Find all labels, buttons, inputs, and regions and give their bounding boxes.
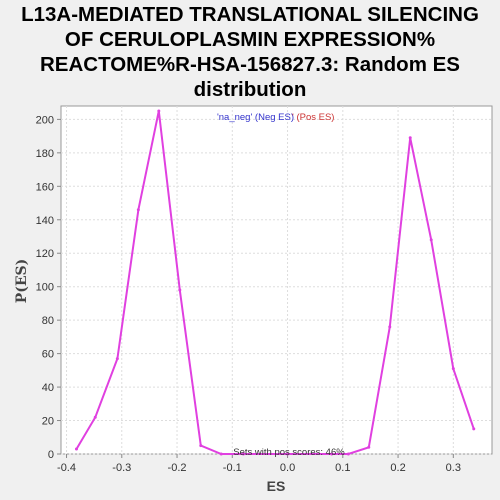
- data-point: [286, 452, 290, 456]
- y-axis-label: P(ES): [14, 259, 30, 304]
- data-point: [199, 444, 203, 448]
- data-point: [472, 427, 476, 431]
- data-point: [451, 367, 455, 371]
- data-point: [115, 357, 119, 361]
- data-point: [367, 445, 371, 449]
- x-tick-label: 0.1: [335, 462, 350, 474]
- data-point: [429, 238, 433, 242]
- x-axis-label: ES: [267, 478, 286, 494]
- series-points: [74, 109, 476, 456]
- y-tick-label: 80: [42, 315, 54, 327]
- legend-pos-label: ' (Pos ES): [292, 112, 334, 123]
- x-tick-label: -0.4: [57, 462, 76, 474]
- data-point: [408, 136, 412, 140]
- x-axis-ticks: -0.4 -0.3 -0.2 -0.1 0.0 0.1 0.2 0.3: [57, 454, 461, 474]
- y-tick-label: 200: [36, 114, 54, 126]
- x-tick-label: 0.3: [446, 462, 461, 474]
- plot-area: [60, 105, 493, 455]
- data-point: [346, 452, 350, 456]
- y-tick-label: 120: [36, 248, 54, 260]
- data-point: [219, 452, 223, 456]
- y-tick-label: 100: [36, 282, 54, 294]
- y-tick-label: 40: [42, 382, 54, 394]
- x-tick-label: 0.2: [390, 462, 405, 474]
- y-tick-label: 20: [42, 416, 54, 428]
- data-point: [74, 447, 78, 451]
- chart-title: L13A-MEDIATED TRANSLATIONAL SILENCING OF…: [21, 3, 479, 101]
- legend-neg-label: 'na_neg' (Neg ES): [217, 112, 294, 123]
- data-point: [178, 288, 182, 292]
- y-tick-label: 0: [48, 449, 54, 461]
- data-point: [136, 208, 140, 212]
- data-point: [330, 452, 334, 456]
- y-axis-ticks: 0 20 40 60 80 100 120 140 160 180 200: [36, 114, 61, 461]
- x-tick-label: -0.1: [223, 462, 242, 474]
- y-tick-label: 160: [36, 181, 54, 193]
- x-tick-label: 0.0: [280, 462, 295, 474]
- y-tick-label: 180: [36, 148, 54, 160]
- series-line: [75, 110, 475, 455]
- x-tick-label: -0.3: [112, 462, 131, 474]
- data-point: [157, 109, 161, 113]
- annotation: Sets with pos scores: 46%: [233, 447, 345, 458]
- y-tick-label: 140: [36, 215, 54, 227]
- data-point: [93, 415, 97, 419]
- grid: [61, 106, 492, 455]
- data-point: [388, 325, 392, 329]
- x-tick-label: -0.2: [168, 462, 187, 474]
- data-point: [241, 452, 245, 456]
- y-tick-label: 60: [42, 349, 54, 361]
